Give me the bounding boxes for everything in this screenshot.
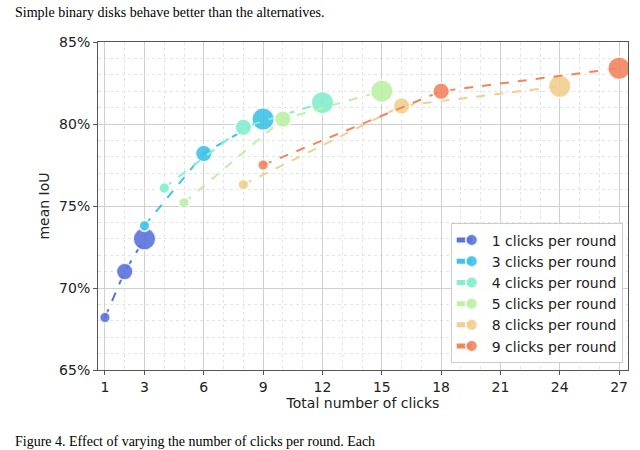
svg-text:65%: 65% [59, 362, 90, 378]
svg-text:5 clicks per round: 5 clicks per round [492, 296, 617, 312]
svg-text:Simple binary disks behave bet: Simple binary disks behave better than t… [15, 5, 324, 20]
svg-text:8 clicks per round: 8 clicks per round [492, 317, 617, 333]
svg-text:24: 24 [551, 379, 569, 395]
svg-text:mean IoU: mean IoU [36, 172, 52, 239]
svg-text:3 clicks per round: 3 clicks per round [492, 254, 617, 270]
svg-text:80%: 80% [59, 116, 90, 132]
svg-text:12: 12 [314, 379, 332, 395]
svg-text:75%: 75% [59, 198, 90, 214]
svg-text:Total number of clicks: Total number of clicks [286, 395, 440, 411]
svg-text:3: 3 [140, 379, 149, 395]
svg-text:6: 6 [199, 379, 208, 395]
svg-text:27: 27 [610, 379, 628, 395]
svg-text:21: 21 [492, 379, 510, 395]
svg-text:70%: 70% [59, 280, 90, 296]
svg-text:9 clicks per round: 9 clicks per round [492, 339, 617, 355]
svg-text:4 clicks per round: 4 clicks per round [492, 275, 617, 291]
svg-text:85%: 85% [59, 34, 90, 50]
svg-text:Figure 4. Effect of varying th: Figure 4. Effect of varying the number o… [15, 434, 375, 449]
svg-text:18: 18 [432, 379, 450, 395]
svg-text:15: 15 [373, 379, 391, 395]
svg-text:1: 1 [100, 379, 109, 395]
svg-text:1 clicks per round: 1 clicks per round [492, 233, 617, 249]
svg-text:9: 9 [259, 379, 268, 395]
